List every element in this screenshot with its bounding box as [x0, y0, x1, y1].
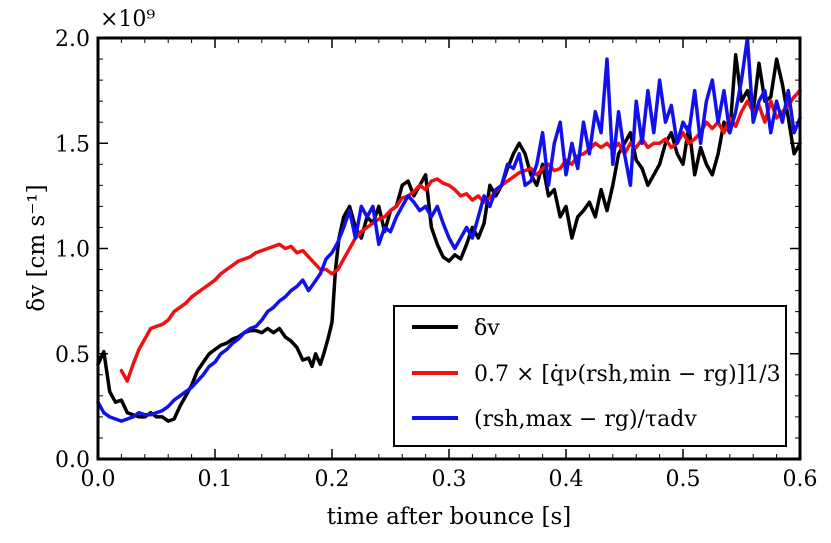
- y-tick-label: 2.0: [55, 27, 90, 52]
- series-layer: [96, 36, 802, 423]
- y-axis-label: δv [cm s⁻¹]: [24, 184, 50, 311]
- x-tick-label: 0.1: [198, 467, 233, 492]
- x-axis-label: time after bounce [s]: [327, 504, 571, 530]
- series-line-0: [96, 53, 802, 423]
- series-line-2: [96, 36, 802, 423]
- legend-box: [393, 305, 787, 447]
- y-tick-label: 1.5: [55, 132, 90, 157]
- x-tick-label: 0.0: [81, 467, 116, 492]
- legend-label-0: δv: [474, 316, 500, 341]
- y-tick-label: 1.0: [55, 238, 90, 263]
- legend-label-1: 0.7 × [q̇ν(rsh,min − rg)]1/3: [474, 362, 781, 387]
- legend-label-2: (rsh,max − rg)/τadv: [474, 407, 697, 432]
- y-tick-label: 0.0: [55, 448, 90, 473]
- x-tick-label: 0.3: [432, 467, 467, 492]
- ticks-layer: 0.0 0.1 0.2 0.3 0.4 0.5 0.6 0.0 0.5 1.0 1.5 2.0: [55, 27, 818, 492]
- x-tick-label: 0.6: [783, 467, 818, 492]
- y-tick-label: 0.5: [55, 343, 90, 368]
- legend: δv 0.7 × [q̇ν(rsh,min − rg)]1/3 (rsh,max…: [393, 305, 787, 447]
- x-tick-label: 0.2: [315, 467, 350, 492]
- series-line-1: [119, 88, 802, 383]
- x-tick-label: 0.5: [666, 467, 701, 492]
- x-tick-label: 0.4: [549, 467, 584, 492]
- y-multiplier: ×10⁹: [100, 7, 155, 32]
